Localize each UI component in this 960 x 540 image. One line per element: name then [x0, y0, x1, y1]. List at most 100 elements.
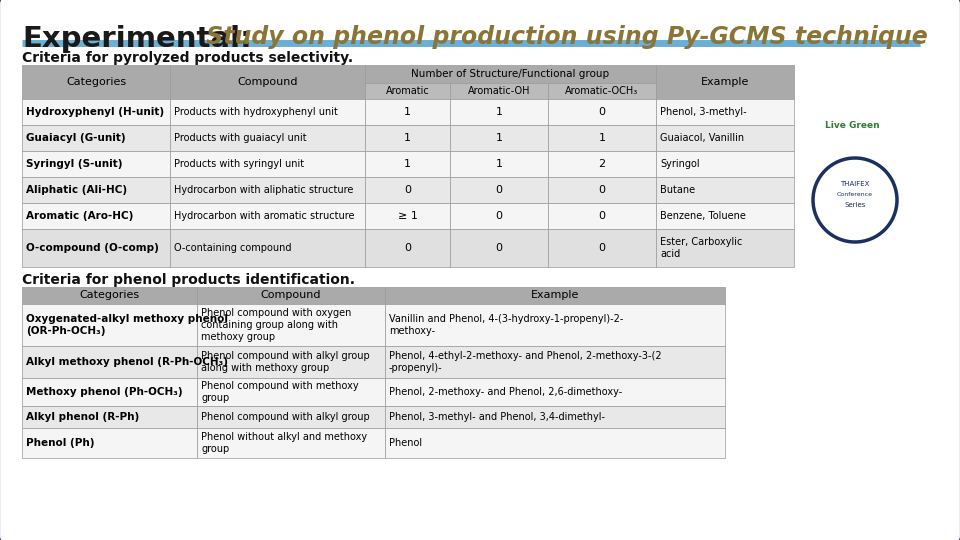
Bar [548, 203, 656, 229]
Bar [197, 287, 385, 304]
Text: Number of Structure/Functional group: Number of Structure/Functional group [412, 69, 610, 79]
Bar [548, 177, 656, 203]
Bar [450, 83, 548, 99]
Text: Syringyl (S-unit): Syringyl (S-unit) [26, 159, 123, 169]
Text: 1: 1 [404, 159, 411, 169]
Bar [548, 229, 656, 267]
Text: Ester, Carboxylic
acid: Ester, Carboxylic acid [660, 237, 742, 259]
Bar [22, 99, 170, 125]
FancyBboxPatch shape [0, 0, 960, 540]
Text: Compound: Compound [237, 77, 298, 87]
Text: 0: 0 [598, 211, 606, 221]
Text: Phenol, 3-methyl- and Phenol, 3,4-dimethyl-: Phenol, 3-methyl- and Phenol, 3,4-dimeth… [389, 412, 605, 422]
Text: Butane: Butane [660, 185, 695, 195]
Text: Experimental:: Experimental: [22, 25, 252, 53]
Bar [656, 177, 794, 203]
Bar [548, 125, 656, 151]
Text: Vanillin and Phenol, 4-(3-hydroxy-1-propenyl)-2-
methoxy-: Vanillin and Phenol, 4-(3-hydroxy-1-prop… [389, 314, 623, 336]
Bar [170, 99, 365, 125]
Bar [365, 151, 450, 177]
Text: Compound: Compound [261, 291, 322, 300]
Bar [170, 65, 365, 99]
Bar [365, 229, 450, 267]
Bar [22, 177, 170, 203]
Text: Phenol (Ph): Phenol (Ph) [26, 438, 94, 448]
Text: Categories: Categories [80, 291, 139, 300]
Text: 0: 0 [598, 243, 606, 253]
Text: Aromatic-OH: Aromatic-OH [468, 86, 530, 96]
Bar [450, 203, 548, 229]
Bar [656, 229, 794, 267]
Text: 2: 2 [598, 159, 606, 169]
Bar [656, 99, 794, 125]
Bar [365, 65, 656, 83]
Bar [22, 428, 197, 458]
Text: Conference: Conference [837, 192, 873, 198]
Bar [22, 346, 197, 378]
Bar [450, 125, 548, 151]
Text: Phenol compound with methoxy
group: Phenol compound with methoxy group [201, 381, 359, 403]
Bar [22, 125, 170, 151]
Text: Alkyl phenol (R-Ph): Alkyl phenol (R-Ph) [26, 412, 139, 422]
Bar [197, 406, 385, 428]
Text: 0: 0 [495, 243, 502, 253]
Text: 1: 1 [495, 133, 502, 143]
Bar [197, 304, 385, 346]
Text: Guaiacyl (G-unit): Guaiacyl (G-unit) [26, 133, 126, 143]
Text: 1: 1 [404, 133, 411, 143]
Text: Live Green: Live Green [825, 120, 879, 130]
Bar [365, 125, 450, 151]
Bar [385, 406, 725, 428]
Text: Hydrocarbon with aromatic structure: Hydrocarbon with aromatic structure [174, 211, 354, 221]
Text: Products with syringyl unit: Products with syringyl unit [174, 159, 304, 169]
Bar [656, 151, 794, 177]
Text: 0: 0 [598, 185, 606, 195]
Text: Aromatic (Aro-HC): Aromatic (Aro-HC) [26, 211, 133, 221]
Text: 0: 0 [495, 185, 502, 195]
Bar [656, 125, 794, 151]
Text: Phenol compound with alkyl group: Phenol compound with alkyl group [201, 412, 370, 422]
Text: Products with hydroxyphenyl unit: Products with hydroxyphenyl unit [174, 107, 338, 117]
Bar [450, 229, 548, 267]
Bar [365, 99, 450, 125]
Text: Phenol without alkyl and methoxy
group: Phenol without alkyl and methoxy group [201, 432, 367, 454]
Text: Phenol compound with alkyl group
along with methoxy group: Phenol compound with alkyl group along w… [201, 351, 370, 373]
Bar [197, 378, 385, 406]
Text: THAIFEX: THAIFEX [840, 181, 870, 187]
Bar [22, 304, 197, 346]
Bar [197, 428, 385, 458]
Text: Benzene, Toluene: Benzene, Toluene [660, 211, 746, 221]
Bar [170, 151, 365, 177]
Text: Hydrocarbon with aliphatic structure: Hydrocarbon with aliphatic structure [174, 185, 353, 195]
Text: Products with guaiacyl unit: Products with guaiacyl unit [174, 133, 306, 143]
Text: 1: 1 [495, 107, 502, 117]
Bar [22, 378, 197, 406]
Text: 0: 0 [495, 211, 502, 221]
Text: Phenol, 4-ethyl-2-methoxy- and Phenol, 2-methoxy-3-(2
-propenyl)-: Phenol, 4-ethyl-2-methoxy- and Phenol, 2… [389, 351, 661, 373]
Bar [385, 346, 725, 378]
Text: 1: 1 [404, 107, 411, 117]
Bar [656, 203, 794, 229]
Text: Criteria for phenol products identification.: Criteria for phenol products identificat… [22, 273, 355, 287]
Text: 0: 0 [404, 185, 411, 195]
Text: Phenol, 2-methoxy- and Phenol, 2,6-dimethoxy-: Phenol, 2-methoxy- and Phenol, 2,6-dimet… [389, 387, 622, 397]
Text: Example: Example [531, 291, 579, 300]
Text: 1: 1 [598, 133, 606, 143]
Text: Syringol: Syringol [660, 159, 700, 169]
Text: O-containing compound: O-containing compound [174, 243, 292, 253]
Text: Aromatic-OCH₃: Aromatic-OCH₃ [565, 86, 638, 96]
Bar [450, 151, 548, 177]
Text: 1: 1 [495, 159, 502, 169]
Bar [170, 229, 365, 267]
Bar [656, 65, 794, 99]
Bar [22, 151, 170, 177]
Text: Study on phenol production using Py-GCMS technique: Study on phenol production using Py-GCMS… [198, 25, 927, 49]
Bar [385, 304, 725, 346]
Text: Example: Example [701, 77, 749, 87]
Bar [22, 287, 197, 304]
Text: Series: Series [844, 202, 866, 208]
Bar [548, 83, 656, 99]
Text: 0: 0 [404, 243, 411, 253]
Bar [22, 203, 170, 229]
Bar [385, 378, 725, 406]
